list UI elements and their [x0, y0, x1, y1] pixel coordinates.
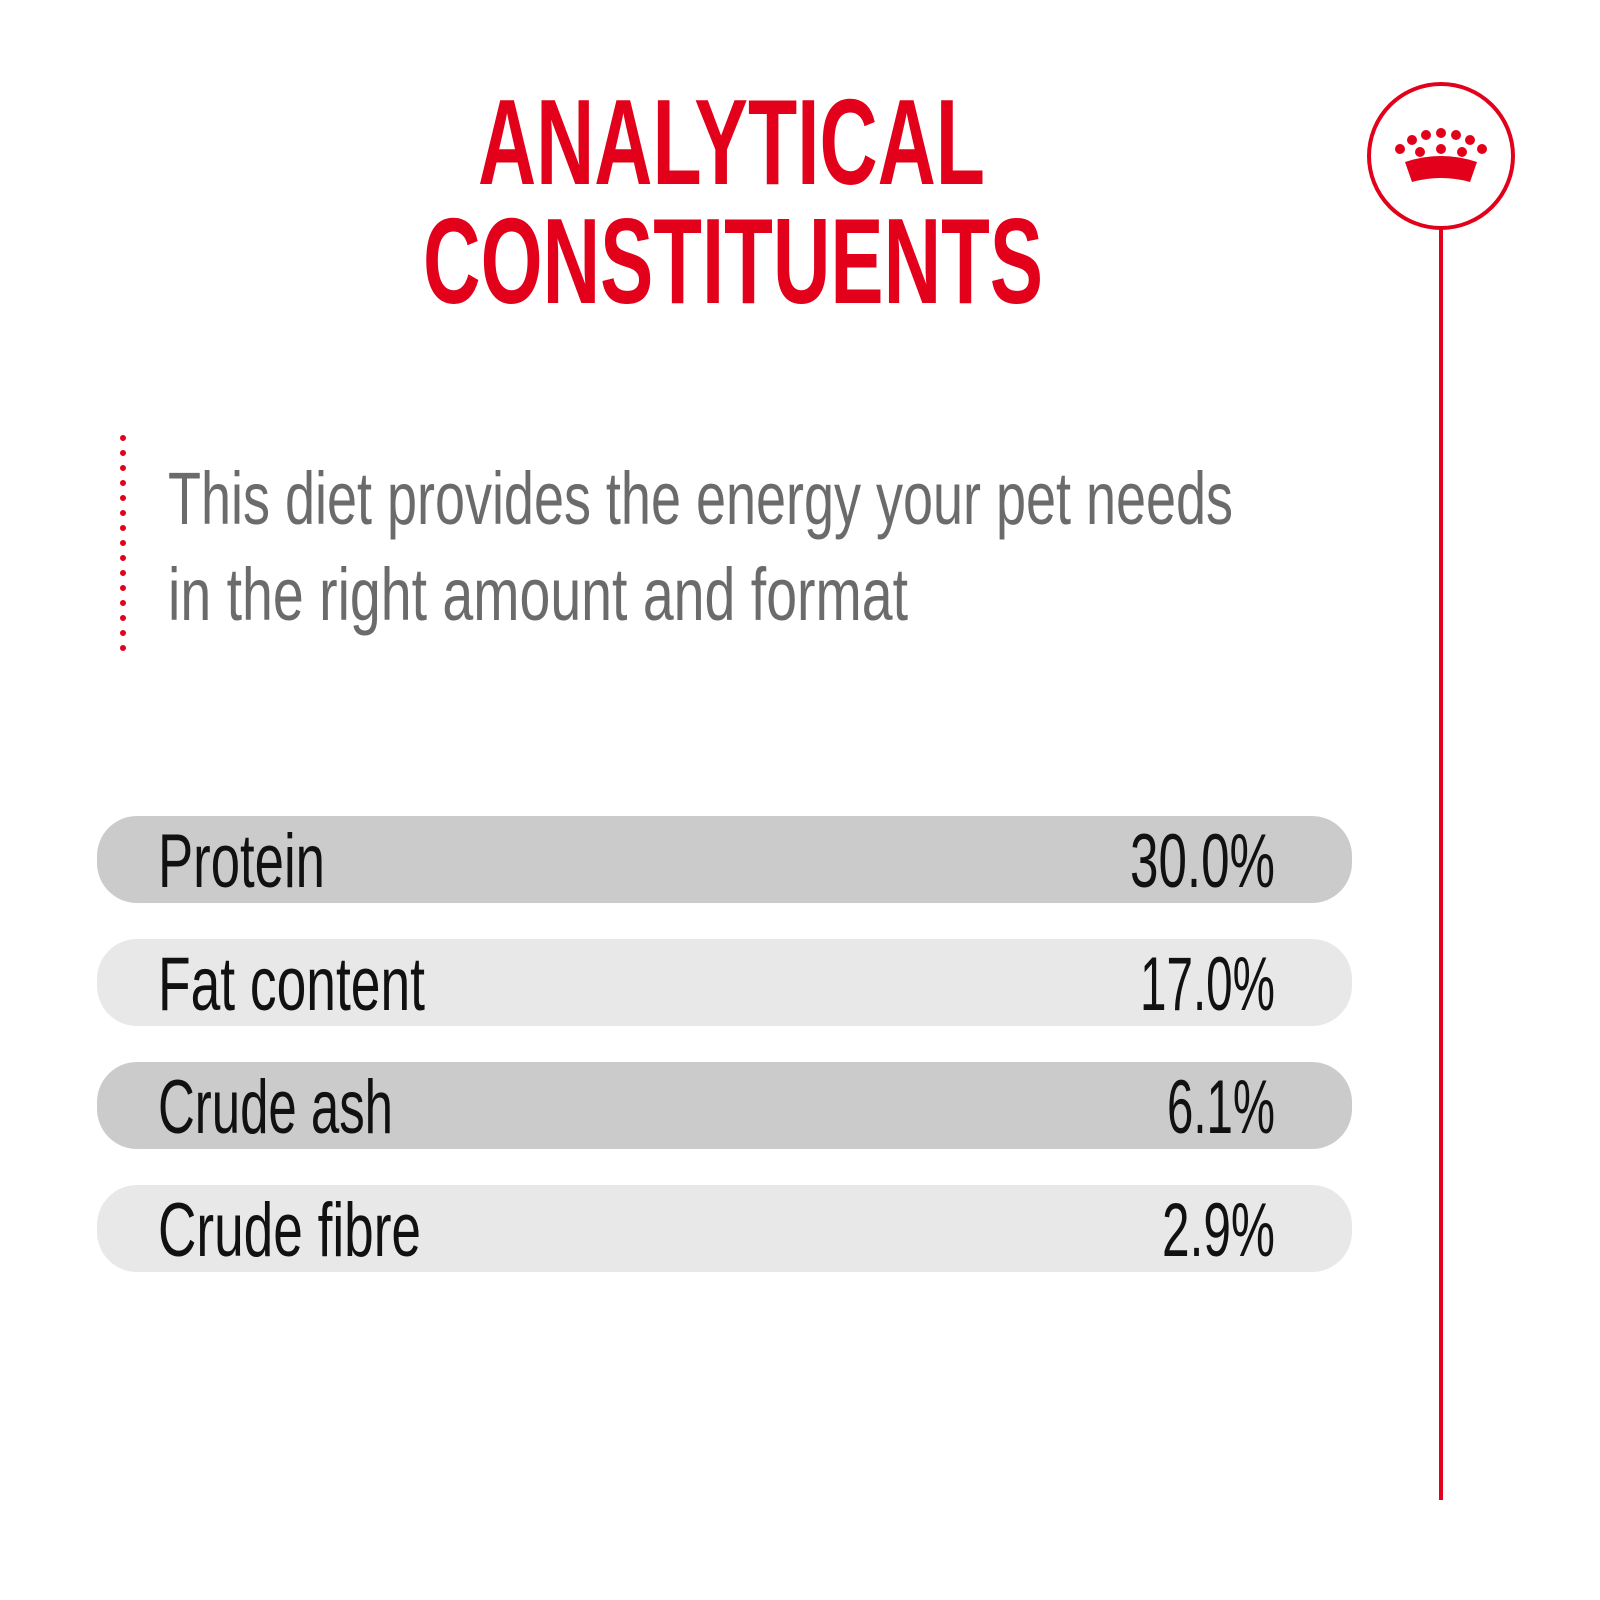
row-value: 17.0% — [1140, 942, 1275, 1027]
row-background — [97, 939, 1352, 1026]
row-label: Crude ash — [158, 1065, 393, 1150]
description-line: This diet provides the energy your pet n… — [168, 457, 1233, 540]
table-row: Crude ash 6.1% — [97, 1062, 1352, 1150]
row-background — [97, 1062, 1352, 1149]
row-label: Fat content — [158, 942, 425, 1027]
row-value: 2.9% — [1162, 1188, 1275, 1273]
logo — [1367, 82, 1515, 1500]
table-row: Fat content 17.0% — [97, 939, 1352, 1027]
row-background — [97, 816, 1352, 903]
description-line: in the right amount and format — [168, 553, 908, 636]
table-row: Crude fibre 2.9% — [97, 1185, 1352, 1273]
table: Protein 30.0% Fat content 17.0% Crude ash 6.1… — [97, 816, 1352, 1273]
row-label: Protein — [158, 819, 325, 904]
title-line: CONSTITUENTS — [423, 193, 1043, 329]
row-label: Crude fibre — [158, 1188, 421, 1273]
table-row: Protein 30.0% — [97, 816, 1352, 904]
row-value: 6.1% — [1167, 1065, 1275, 1150]
row-background — [97, 1185, 1352, 1272]
row-value: 30.0% — [1130, 819, 1275, 904]
title-line: ANALYTICAL — [478, 74, 985, 210]
